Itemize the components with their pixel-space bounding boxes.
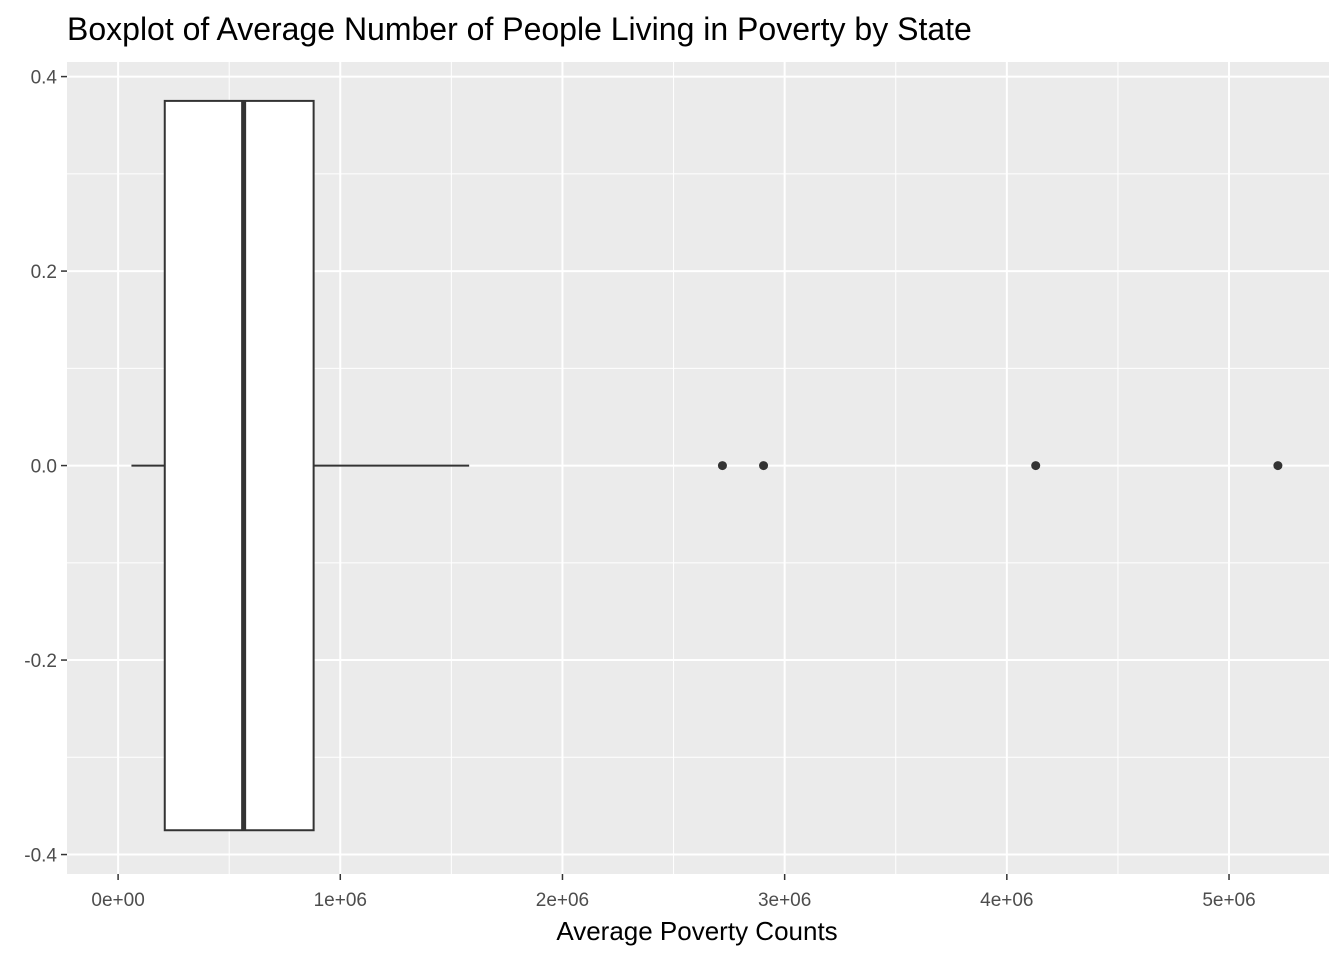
x-tick-label: 2e+06 xyxy=(536,890,589,911)
y-tick-label: -0.2 xyxy=(24,651,57,672)
y-tick-label: -0.4 xyxy=(24,846,57,867)
x-axis: 0e+00 1e+06 2e+06 3e+06 4e+06 5e+06 xyxy=(91,874,1256,911)
y-axis: -0.4 -0.2 0.0 0.2 0.4 xyxy=(24,68,67,867)
y-tick-label: 0.4 xyxy=(31,68,58,89)
x-tick-label: 1e+06 xyxy=(314,890,367,911)
y-tick-label: 0.2 xyxy=(31,262,57,283)
boxplot-geoms xyxy=(131,99,1283,832)
x-tick-label: 3e+06 xyxy=(758,890,811,911)
iqr-box xyxy=(163,99,315,832)
outlier-point xyxy=(1031,461,1041,471)
x-axis-title: Average Poverty Counts xyxy=(556,916,837,946)
outlier-point xyxy=(759,461,769,471)
x-tick-label: 5e+06 xyxy=(1202,890,1255,911)
y-tick-label: 0.0 xyxy=(31,457,57,478)
x-tick-label: 0e+00 xyxy=(91,890,144,911)
outlier-point xyxy=(1273,461,1283,471)
outlier-point xyxy=(717,461,727,471)
chart-title: Boxplot of Average Number of People Livi… xyxy=(67,11,972,47)
x-tick-label: 4e+06 xyxy=(980,890,1033,911)
